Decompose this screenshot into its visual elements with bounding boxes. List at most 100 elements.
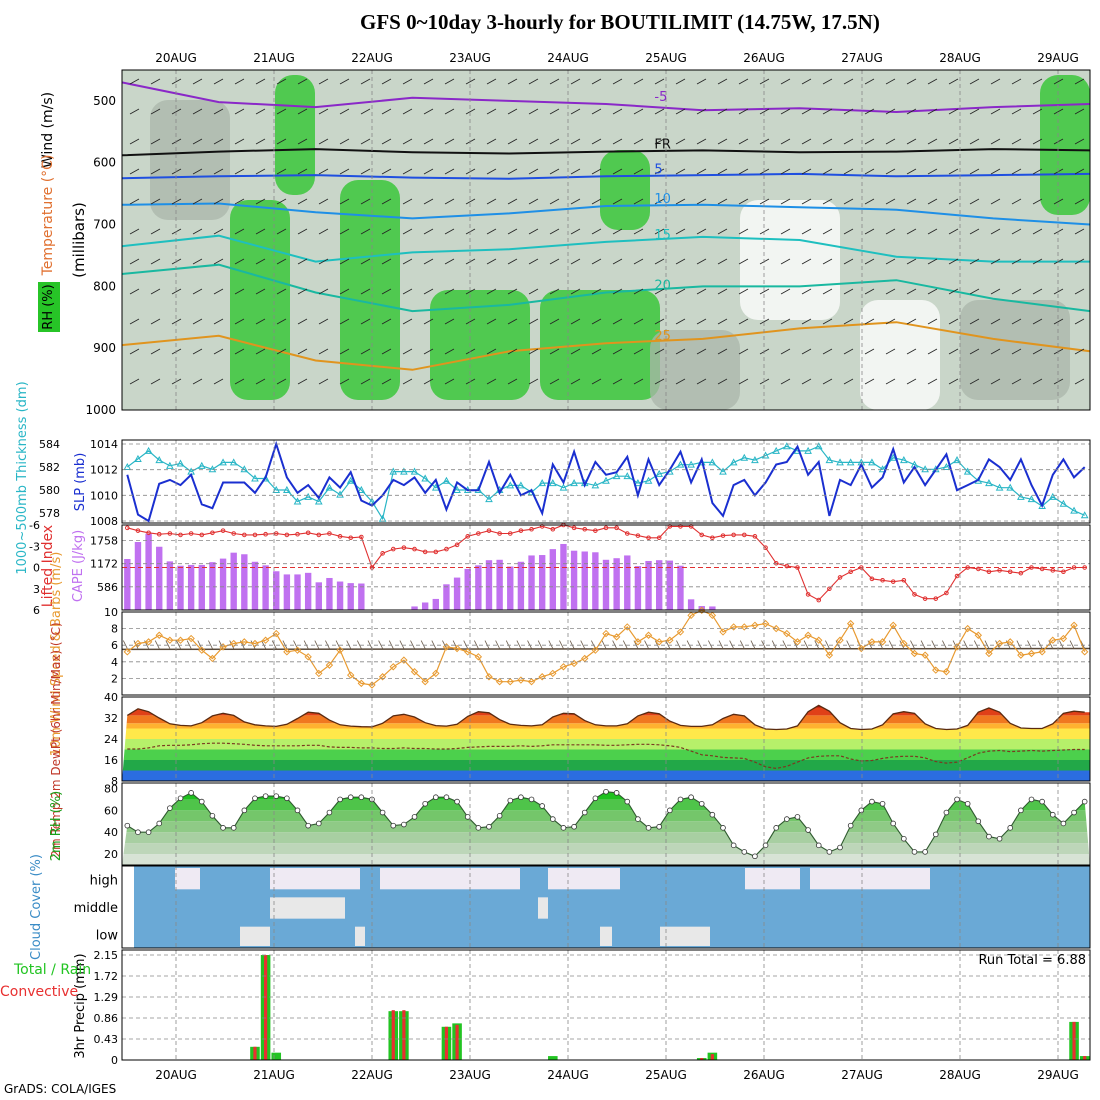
cloud-level-label: high	[90, 874, 118, 889]
wind-barb	[759, 378, 770, 385]
wind-speed-point	[283, 648, 291, 656]
convective-precip-bar	[1083, 1056, 1087, 1060]
cloud-clear-middle	[270, 897, 345, 919]
date-label-top: 23AUG	[449, 51, 491, 65]
wind-barb	[213, 198, 224, 205]
wind-speed-point	[985, 649, 993, 658]
wind-barb	[885, 258, 896, 265]
lifted-index-point	[965, 565, 970, 570]
wind-barb	[864, 78, 875, 85]
wind-speed-point	[198, 646, 206, 654]
wind-barb	[739, 640, 745, 649]
thickness-point	[570, 479, 578, 487]
wind-barb	[528, 348, 539, 355]
wind-barb	[150, 138, 161, 145]
dewpoint-line	[127, 742, 1085, 770]
slp-tick: 1008	[90, 515, 118, 528]
wind-barb	[633, 318, 644, 325]
wind-barb	[192, 228, 203, 235]
wind-barb	[864, 228, 875, 235]
wind-barb	[612, 258, 623, 265]
wind-barb	[633, 168, 644, 175]
wind-barb	[906, 108, 917, 115]
wind-barb	[591, 378, 602, 385]
thickness-point	[804, 446, 812, 454]
wind-barb	[927, 348, 938, 355]
wind-barb	[507, 378, 518, 385]
cape-bar	[634, 566, 642, 610]
thickness-point	[336, 490, 344, 498]
lifted-index-point	[507, 531, 513, 536]
wind-barb	[570, 318, 581, 325]
rh-point	[773, 825, 779, 831]
wind-barb	[654, 168, 665, 175]
wind-speed-point	[389, 663, 397, 671]
thickness-point	[602, 476, 610, 484]
wind-barb	[759, 198, 770, 205]
wind-barb	[129, 168, 140, 175]
wind-barb	[675, 348, 686, 355]
lifted-index-point	[401, 545, 407, 550]
thickness-point	[134, 454, 142, 462]
wind-barb	[738, 318, 749, 325]
wind-barb	[528, 228, 539, 235]
wind-barb	[963, 640, 969, 649]
wind-barb	[423, 108, 434, 115]
wind-barb	[948, 138, 959, 145]
wind-barb	[759, 228, 770, 235]
wind-barb	[717, 378, 728, 385]
legend-total-rain: Total / Rain	[13, 962, 91, 978]
convective-precip-bar	[402, 1010, 406, 1060]
thickness-point	[229, 458, 238, 466]
wind-barb	[234, 348, 245, 355]
wind-speed-point	[549, 669, 557, 678]
wind-barb	[303, 640, 309, 649]
cape-bar	[549, 549, 557, 610]
convective-precip-bar	[710, 1054, 714, 1060]
wind-barb	[822, 378, 833, 385]
wind-barb	[990, 318, 1001, 325]
lifted-index-point	[476, 531, 481, 536]
rh-point	[145, 829, 152, 835]
chart-title: GFS 0~10day 3-hourly for BOUTILIMIT (14.…	[360, 10, 880, 34]
wind-barb	[570, 168, 581, 175]
wind-barb	[591, 348, 602, 355]
rh-point	[741, 849, 748, 855]
wind-barb	[1032, 198, 1043, 205]
wind-speed-point	[336, 646, 344, 654]
rh-point	[720, 825, 726, 831]
rh-point	[486, 823, 492, 830]
lifted-index-point	[529, 526, 534, 532]
temp-tick: 24	[104, 733, 118, 746]
temp-band	[122, 705, 1090, 708]
wind-speed-point	[346, 671, 355, 679]
wind-barb	[846, 640, 852, 649]
wind-barb	[150, 258, 161, 265]
cape-bar	[475, 565, 482, 610]
wind-barb	[696, 198, 707, 205]
wind-barb	[1053, 348, 1064, 355]
wind-barb	[738, 348, 749, 355]
lifted-index-point	[858, 565, 864, 570]
wind-barb	[843, 288, 854, 295]
wind-barb	[906, 78, 917, 85]
lifted-index-point	[486, 528, 492, 533]
wind-barb	[633, 258, 644, 265]
cape-bar	[294, 574, 301, 610]
wind-barb	[801, 78, 812, 85]
thickness-point	[942, 462, 951, 470]
rh-patch	[650, 330, 740, 410]
wind-barb	[612, 228, 623, 235]
rh-point	[528, 796, 535, 803]
cloud-clear-low	[600, 926, 612, 946]
wind-speed-point	[325, 661, 334, 669]
wind-speed-point	[208, 654, 217, 663]
wind-barb	[171, 378, 182, 385]
rh-band	[122, 799, 1090, 811]
cape-bar	[453, 577, 461, 610]
wind-barb	[1059, 640, 1064, 649]
lifted-index-point	[327, 531, 332, 536]
wind-barb	[276, 288, 287, 295]
wind-barb	[738, 138, 749, 145]
